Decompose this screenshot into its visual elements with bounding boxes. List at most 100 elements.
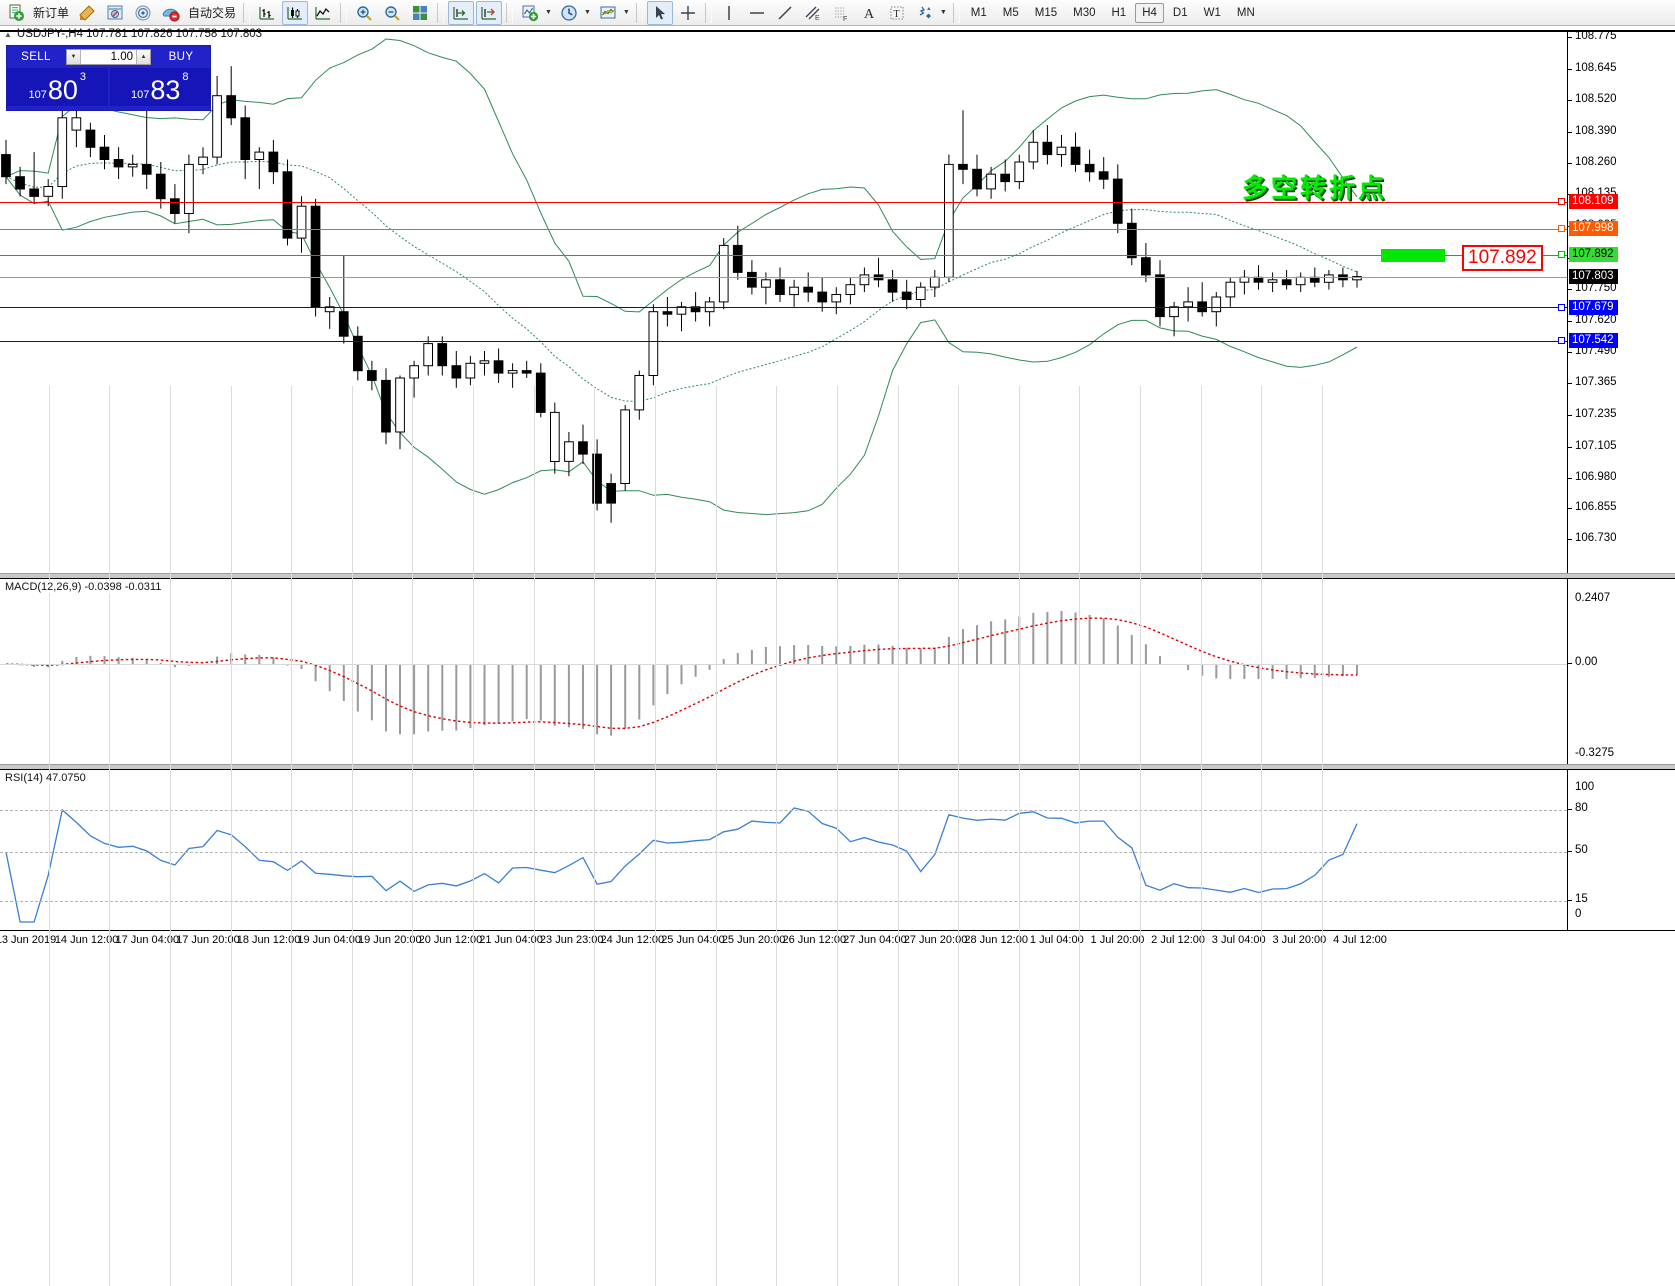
hline-resistance-red[interactable]: [0, 201, 1567, 203]
timeframe-m1[interactable]: M1: [970, 6, 987, 19]
period-caret-icon[interactable]: ▼: [583, 9, 591, 16]
fibonacci-icon[interactable]: F: [828, 1, 854, 25]
hline-support-blue-2[interactable]: [0, 340, 1567, 342]
new-order-label[interactable]: 新订单: [33, 6, 70, 20]
green-rectangle-object[interactable]: [1381, 249, 1445, 262]
time-grid-line: [836, 386, 838, 1286]
sell-label[interactable]: SELL: [21, 51, 51, 63]
hline-handle-pivot-green[interactable]: [1558, 251, 1565, 259]
buy-label[interactable]: BUY: [168, 51, 194, 63]
new-order-icon[interactable]: [3, 1, 29, 25]
volume-value[interactable]: 1.00: [110, 51, 133, 63]
time-grid-line: [230, 386, 232, 1286]
navigator-icon[interactable]: [102, 1, 128, 25]
timeframe-w1[interactable]: W1: [1203, 6, 1221, 19]
zoom-in-icon[interactable]: [351, 1, 377, 25]
hline-price-label-support-blue-2[interactable]: 107.542: [1569, 333, 1618, 349]
toolbar-divider-2: [340, 2, 348, 23]
timeframe-mn[interactable]: MN: [1236, 6, 1255, 19]
volume-stepper[interactable]: ▼ 1.00 ▲: [66, 49, 151, 65]
cursor-icon[interactable]: [646, 0, 673, 25]
collapse-triangle-icon[interactable]: ▲: [4, 29, 12, 39]
symbol-ohlc-text: USDJPY-,H4 107.781 107.826 107.758 107.8…: [16, 28, 263, 40]
autotrading-icon[interactable]: [158, 1, 184, 25]
time-axis-label: 28 Jun 12:00: [964, 934, 1028, 946]
hline-resistance-orange[interactable]: [0, 228, 1567, 230]
price-tick-label: 108.520: [1575, 92, 1617, 105]
rsi-scale[interactable]: 100 80 50 15 0: [1567, 770, 1675, 930]
indicators-icon[interactable]: [517, 1, 543, 25]
hline-handle-support-blue-1[interactable]: [1558, 303, 1565, 311]
auto-scroll-icon[interactable]: [476, 0, 503, 25]
timeframe-m5[interactable]: M5: [1002, 6, 1019, 19]
hline-handle-resistance-orange[interactable]: [1558, 225, 1565, 233]
templates-icon[interactable]: [595, 1, 621, 25]
timeframe-d1[interactable]: D1: [1172, 6, 1188, 19]
sell-price-button[interactable]: 107 80 3: [7, 68, 108, 106]
time-axis-label: 26 Jun 12:00: [782, 934, 847, 946]
chart-shift-icon[interactable]: [448, 0, 475, 25]
price-tick-label: 108.645: [1575, 61, 1617, 74]
hline-support-blue-1[interactable]: [0, 307, 1567, 308]
time-grid-line: [412, 386, 414, 1286]
hline-icon[interactable]: [744, 1, 770, 25]
vline-icon[interactable]: [716, 1, 742, 25]
toolbar-divider-7: [952, 2, 960, 23]
macd-scale[interactable]: 0.2407 0.00 -0.3275: [1567, 579, 1675, 767]
time-axis-label: 21 Jun 04:00: [479, 934, 543, 946]
price-tag-label[interactable]: 107.892: [1462, 245, 1543, 271]
time-axis-label: 2 Jul 12:00: [1151, 934, 1205, 946]
timeframe-m30[interactable]: M30: [1073, 6, 1096, 19]
time-axis[interactable]: 13 Jun 2019 14 Jun 12:00 17 Jun 04:00 17 Ju…: [0, 386, 1675, 1286]
time-axis-label: 25 Jun 20:00: [721, 934, 786, 946]
buy-price-button[interactable]: 107 83 8: [107, 68, 210, 106]
metaeditor-icon[interactable]: [74, 1, 100, 25]
price-scale[interactable]: 108.775 108.645 108.520 108.390 108.260 108.1…: [1567, 30, 1675, 577]
macd-title: MACD(12,26,9) -0.0398 -0.0311: [5, 581, 166, 593]
timeframe-h1[interactable]: H1: [1111, 6, 1127, 19]
text-label-icon[interactable]: T: [884, 1, 910, 25]
price-tick-label: 107.235: [1575, 408, 1617, 421]
hline-price-label-pivot-green[interactable]: 107.892: [1569, 247, 1618, 263]
bollinger-band-middle: [5, 160, 1358, 402]
time-axis-label: 18 Jun 12:00: [236, 934, 301, 946]
zoom-out-icon[interactable]: [379, 1, 405, 25]
line-chart-icon[interactable]: [310, 1, 336, 25]
signals-icon[interactable]: [130, 1, 156, 25]
volume-decrease-icon[interactable]: ▼: [67, 50, 81, 64]
hline-price-label-resistance-red[interactable]: 108.109: [1569, 194, 1618, 209]
hline-price-label-resistance-orange[interactable]: 107.998: [1569, 221, 1618, 237]
hline-price-label-support-blue-1[interactable]: 107.679: [1569, 299, 1618, 315]
hline-handle-support-blue-2[interactable]: [1558, 337, 1565, 345]
buy-price-prefix: 107: [130, 89, 150, 101]
time-grid-line: [291, 386, 293, 1286]
autotrading-label[interactable]: 自动交易: [188, 6, 237, 20]
main-chart-canvas[interactable]: [0, 32, 1567, 577]
crosshair-icon[interactable]: [675, 1, 701, 25]
timeframe-group: M1 M5 M15 M30 H1 H4 D1 W1 MN: [963, 2, 1263, 23]
toolbar-divider: [243, 2, 251, 23]
equidistant-channel-icon[interactable]: E: [800, 1, 826, 25]
trendline-icon[interactable]: [772, 1, 798, 25]
templates-caret-icon[interactable]: ▼: [622, 9, 630, 16]
hline-pivot-green[interactable]: [0, 254, 1567, 256]
bar-chart-icon[interactable]: [254, 1, 280, 25]
timeframe-h4[interactable]: H4: [1135, 2, 1164, 23]
chart-annotation-text[interactable]: 多空转折点: [1242, 174, 1388, 204]
macd-zero-line: [0, 664, 1567, 666]
period-icon[interactable]: [556, 1, 582, 25]
rsi-canvas[interactable]: [0, 770, 1567, 930]
hline-handle-resistance-red[interactable]: [1558, 198, 1565, 205]
candlestick-chart-icon[interactable]: [282, 0, 309, 25]
text-icon[interactable]: A: [856, 1, 882, 25]
timeframe-m15[interactable]: M15: [1034, 6, 1058, 19]
time-grid-line: [715, 386, 717, 1286]
objects-caret-icon[interactable]: ▼: [939, 9, 947, 16]
objects-icon[interactable]: [912, 1, 938, 25]
volume-increase-icon[interactable]: ▲: [136, 50, 150, 64]
time-axis-label: 20 Jun 12:00: [418, 934, 483, 946]
tile-windows-icon[interactable]: [407, 1, 433, 25]
one-click-trading-panel[interactable]: SELL ▼ 1.00 ▲ BUY 107 80 3 107 83 8: [6, 45, 211, 111]
macd-canvas[interactable]: [0, 579, 1567, 767]
indicators-caret-icon[interactable]: ▼: [545, 9, 552, 16]
